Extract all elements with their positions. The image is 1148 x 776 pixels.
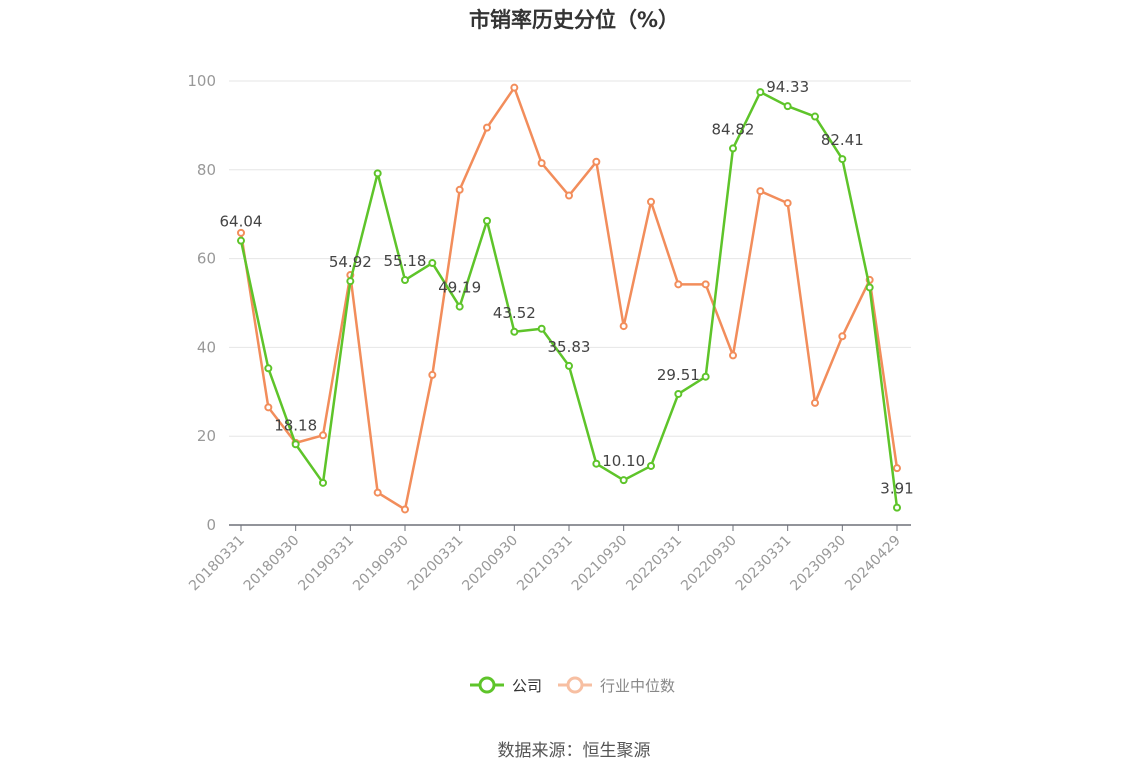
series-1-point <box>455 185 464 194</box>
data-label: 84.82 <box>712 120 755 138</box>
series-1-point <box>838 332 847 341</box>
data-label: 94.33 <box>766 78 809 96</box>
series-0-point <box>756 88 765 97</box>
series-0-point <box>346 277 355 286</box>
series-1-point <box>592 157 601 166</box>
legend-industry-marker-icon <box>558 675 592 695</box>
data-label: 35.83 <box>548 338 591 356</box>
legend-company-marker-icon <box>470 675 504 695</box>
series-0-point <box>893 503 901 512</box>
series-1-point <box>401 505 409 514</box>
series-0-point <box>592 459 601 468</box>
series-0-point <box>373 169 382 178</box>
chart-title: 市销率历史分位（%） <box>468 8 680 32</box>
series-0-point <box>729 144 737 153</box>
series-0-point <box>264 364 273 373</box>
x-tick-label: 20180331 <box>186 533 248 595</box>
series-0-point <box>865 283 874 292</box>
data-label: 54.92 <box>329 253 372 271</box>
x-tick-label: 20200930 <box>459 533 521 595</box>
series-0-point <box>783 102 792 111</box>
series-0-point <box>428 259 437 268</box>
series-0-point <box>510 327 519 336</box>
grid-layer <box>229 80 911 437</box>
series-1-point <box>319 431 327 440</box>
y-tick-label: 20 <box>197 427 216 445</box>
x-tick-label: 20210930 <box>569 533 631 595</box>
series-1-point <box>537 159 546 168</box>
data-label-layer: 64.04 18.18 54.92 55.18 49.19 43.52 35.83 10.10… <box>220 78 914 497</box>
data-label: 29.51 <box>657 366 700 384</box>
series-1-point <box>565 191 573 200</box>
series-1-point <box>237 228 245 237</box>
x-tick-label: 20230331 <box>733 533 795 595</box>
data-label: 3.91 <box>880 480 913 498</box>
x-tick-label: 20190930 <box>350 533 412 595</box>
y-tick-label: 40 <box>197 338 216 356</box>
series-0-point <box>319 478 327 487</box>
series-0-point <box>701 372 710 381</box>
x-tick-label: 20240429 <box>842 533 904 595</box>
legend-company-label: 公司 <box>512 676 543 695</box>
x-tick-label: 20200331 <box>405 533 467 595</box>
series-1-point <box>647 197 655 206</box>
series-1-point <box>783 199 792 208</box>
series-layer <box>237 83 901 514</box>
x-tick-label: 20220930 <box>678 533 740 595</box>
x-tick-label: 20180930 <box>241 533 303 595</box>
series-0-point <box>619 476 628 485</box>
x-tick-label: 20220331 <box>623 533 685 595</box>
source-note: 数据来源：恒生聚源 <box>497 741 651 761</box>
data-label: 55.18 <box>384 252 427 270</box>
series-1-point <box>701 280 710 289</box>
x-tick-label: 20230930 <box>787 533 849 595</box>
series-1-point <box>619 322 628 331</box>
series-1-point <box>373 488 382 497</box>
series-line-1 <box>239 86 899 511</box>
series-1-point <box>483 123 491 132</box>
series-1-point <box>729 351 737 360</box>
data-label: 49.19 <box>438 279 481 297</box>
series-1-point <box>428 370 437 379</box>
series-0-point <box>647 461 655 470</box>
x-tick-label: 20190331 <box>295 533 357 595</box>
data-label: 43.52 <box>493 304 536 322</box>
legend-item-industry-median[interactable]: 行业中位数 <box>558 672 675 698</box>
series-1-point <box>756 187 765 196</box>
series-0-point <box>455 302 464 311</box>
data-label: 82.41 <box>821 131 864 149</box>
series-1-point <box>674 280 683 289</box>
y-tick-label: 80 <box>197 161 216 179</box>
series-1-point <box>510 83 519 92</box>
series-0-point <box>674 389 683 398</box>
series-0-point <box>237 236 245 245</box>
data-label: 10.10 <box>602 452 645 470</box>
legend-item-company[interactable]: 公司 <box>470 672 542 698</box>
data-label: 64.04 <box>220 213 263 231</box>
y-tick-label: 0 <box>206 516 216 534</box>
series-0-point <box>537 324 546 333</box>
y-tick-label: 100 <box>187 72 216 90</box>
x-tick-label: 20210331 <box>514 533 576 595</box>
series-1-point <box>264 403 273 412</box>
axis-layer: 0 20 40 60 80 100 2018033120180930201903312019… <box>186 72 911 594</box>
series-0-point <box>401 276 409 285</box>
data-label: 18.18 <box>274 416 317 434</box>
series-1-point <box>893 464 901 473</box>
series-0-point <box>565 361 573 370</box>
series-0-point <box>811 112 819 121</box>
series-0-point <box>483 216 491 225</box>
series-0-point <box>291 440 300 449</box>
legend-industry-label: 行业中位数 <box>600 676 676 695</box>
series-1-point <box>811 398 819 407</box>
series-line-0 <box>239 90 899 508</box>
series-0-point <box>838 155 847 164</box>
y-tick-label: 60 <box>197 250 216 268</box>
